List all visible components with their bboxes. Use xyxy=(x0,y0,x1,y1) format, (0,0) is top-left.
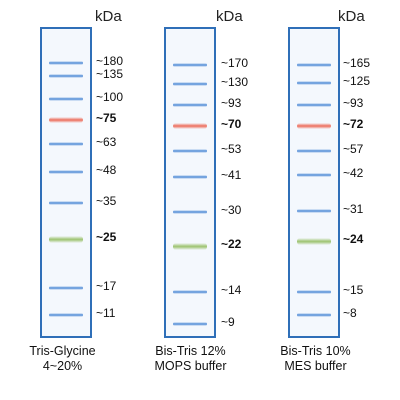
marker-band xyxy=(297,209,331,213)
marker-band xyxy=(297,290,331,294)
molecular-weight-label: ~100 xyxy=(96,90,124,104)
marker-band xyxy=(49,74,83,78)
gel-lane xyxy=(40,27,92,338)
molecular-weight-label: ~11 xyxy=(96,306,116,320)
marker-band xyxy=(173,322,207,326)
marker-band xyxy=(297,103,331,107)
unit-label: kDa xyxy=(338,8,365,25)
marker-band xyxy=(49,142,83,146)
marker-band xyxy=(297,81,331,85)
gel-lane xyxy=(288,27,340,338)
molecular-weight-label: ~17 xyxy=(96,279,117,293)
marker-band xyxy=(49,170,83,174)
marker-band xyxy=(173,175,207,179)
marker-band xyxy=(49,97,83,101)
gel-lane xyxy=(164,27,216,338)
molecular-weight-label: ~15 xyxy=(343,283,364,297)
marker-band xyxy=(297,123,331,129)
molecular-weight-label: ~35 xyxy=(96,194,117,208)
caption-line: MES buffer xyxy=(284,359,347,373)
ladder-caption: Tris-Glycine 4~20% xyxy=(0,344,125,374)
molecular-weight-label: ~9 xyxy=(221,315,235,329)
molecular-weight-label: ~53 xyxy=(221,142,242,156)
molecular-weight-label: ~22 xyxy=(221,237,242,251)
ladder-caption: Bis-Tris 12% MOPS buffer xyxy=(128,344,253,374)
ladder-panel: kDa ~170 ~130 ~93 ~70 ~53 ~41 ~30 ~22 ~14 ~9 Bis-Tr… xyxy=(128,0,253,400)
molecular-weight-label: ~75 xyxy=(96,111,117,125)
molecular-weight-label: ~72 xyxy=(343,117,364,131)
molecular-weight-label: ~42 xyxy=(343,166,364,180)
unit-label: kDa xyxy=(95,8,122,25)
molecular-weight-label: ~30 xyxy=(221,203,242,217)
molecular-weight-label: ~130 xyxy=(221,75,249,89)
marker-band xyxy=(49,61,83,65)
molecular-weight-label: ~14 xyxy=(221,283,242,297)
molecular-weight-label: ~48 xyxy=(96,163,117,177)
molecular-weight-label: ~31 xyxy=(343,202,364,216)
molecular-weight-label: ~125 xyxy=(343,74,371,88)
molecular-weight-label: ~70 xyxy=(221,117,242,131)
molecular-weight-label: ~180 xyxy=(96,54,124,68)
molecular-weight-label: ~93 xyxy=(221,96,242,110)
molecular-weight-label: ~41 xyxy=(221,168,242,182)
caption-line: Bis-Tris 10% xyxy=(280,344,351,358)
molecular-weight-label: ~135 xyxy=(96,67,124,81)
marker-band xyxy=(49,235,83,243)
marker-band xyxy=(173,149,207,153)
marker-band xyxy=(173,242,207,250)
caption-line: MOPS buffer xyxy=(154,359,227,373)
marker-band xyxy=(297,63,331,67)
marker-band xyxy=(49,286,83,290)
marker-band xyxy=(49,201,83,205)
caption-line: Tris-Glycine xyxy=(29,344,96,358)
caption-line: 4~20% xyxy=(42,359,83,373)
marker-band xyxy=(297,237,331,245)
molecular-weight-label: ~93 xyxy=(343,96,364,110)
molecular-weight-label: ~63 xyxy=(96,135,117,149)
marker-band xyxy=(173,63,207,67)
molecular-weight-label: ~170 xyxy=(221,56,249,70)
ladder-panel: kDa ~165 ~125 ~93 ~72 ~57 ~42 ~31 ~24 ~15 ~8 Bis-Tr… xyxy=(253,0,378,400)
marker-band xyxy=(297,149,331,153)
unit-label: kDa xyxy=(216,8,243,25)
marker-band xyxy=(297,313,331,317)
caption-line: Bis-Tris 12% xyxy=(155,344,226,358)
marker-band xyxy=(49,117,83,123)
marker-band xyxy=(49,313,83,317)
molecular-weight-label: ~165 xyxy=(343,56,371,70)
marker-band xyxy=(173,290,207,294)
marker-band xyxy=(173,123,207,129)
marker-band xyxy=(173,210,207,214)
molecular-weight-label: ~8 xyxy=(343,306,357,320)
ladder-panel: kDa ~180 ~135 ~100 ~75 ~63 ~48 ~35 ~25 ~17 ~11 Tris… xyxy=(0,0,125,400)
molecular-weight-label: ~24 xyxy=(343,232,364,246)
molecular-weight-label: ~57 xyxy=(343,142,364,156)
molecular-weight-label: ~25 xyxy=(96,230,117,244)
ladder-caption: Bis-Tris 10% MES buffer xyxy=(253,344,378,374)
marker-band xyxy=(173,103,207,107)
marker-band xyxy=(297,173,331,177)
marker-band xyxy=(173,82,207,86)
